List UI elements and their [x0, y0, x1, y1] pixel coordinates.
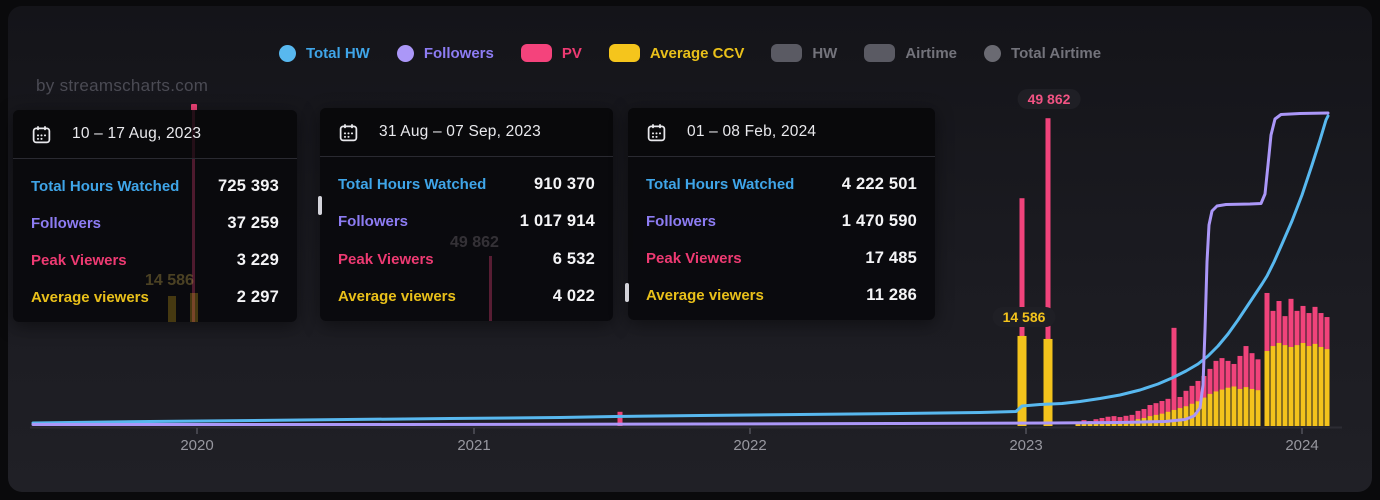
metric-row-peak-viewers: Peak Viewers 17 485 — [646, 242, 917, 276]
x-axis-label: 2022 — [733, 437, 767, 454]
total-hw-swatch-icon — [278, 44, 296, 62]
legend-item-hw[interactable]: HW — [771, 44, 837, 62]
calendar-icon — [339, 123, 358, 141]
highlight-bar-cap — [191, 104, 197, 111]
tooltip-card-aug31-sep07: 49 862 31 Aug – 07 Sep, 2023 Total Hours… — [320, 108, 613, 321]
metric-value: 725 393 — [217, 176, 279, 195]
legend-label: Followers — [423, 44, 494, 62]
metric-row-peak-viewers: Peak Viewers 3 229 — [31, 244, 279, 278]
legend-label: Total HW — [305, 44, 370, 62]
airtime-swatch-icon — [864, 44, 896, 62]
card-date-range: 31 Aug – 07 Sep, 2023 — [379, 123, 541, 140]
metric-label: Average viewers — [31, 289, 149, 307]
metric-value: 11 286 — [866, 286, 917, 305]
card-date-range: 01 – 08 Feb, 2024 — [687, 123, 817, 140]
x-axis-label: 2024 — [1285, 437, 1319, 454]
metric-value: 6 532 — [552, 249, 595, 268]
metric-value: 37 259 — [227, 213, 279, 232]
legend-label: HW — [812, 44, 838, 62]
metric-label: Peak Viewers — [646, 250, 742, 268]
scrollbar-thumb-artifact[interactable] — [625, 283, 629, 302]
peak-viewers-badge: 49 862 — [1017, 89, 1081, 109]
metric-row-total-hours-watched: Total Hours Watched 725 393 — [31, 169, 279, 203]
legend-label: PV — [561, 44, 582, 62]
tooltip-card-aug-10-17: 14 586 10 – 17 Aug, 2023 Total Hours Wat… — [13, 110, 297, 322]
metric-value: 17 485 — [865, 249, 917, 268]
chart-legend: Total HW Followers PV Average CCV HW Air… — [0, 44, 1380, 62]
metric-value: 4 022 — [552, 287, 595, 306]
total-airtime-swatch-icon — [984, 44, 1002, 62]
calendar-icon — [32, 125, 51, 143]
metric-label: Total Hours Watched — [646, 175, 795, 193]
metric-label: Followers — [646, 212, 717, 230]
tooltip-card-feb-01-08: 01 – 08 Feb, 2024 Total Hours Watched 4 … — [628, 108, 935, 320]
card-header: 01 – 08 Feb, 2024 — [628, 108, 935, 157]
watermark: by streamscharts.com — [36, 76, 209, 95]
average-ccv-swatch-icon — [608, 44, 640, 62]
metric-label: Peak Viewers — [338, 250, 434, 268]
average-ccv-badge: 14 586 — [992, 307, 1056, 327]
x-axis-label: 2021 — [457, 437, 491, 454]
metric-label: Average viewers — [646, 287, 764, 305]
card-header: 10 – 17 Aug, 2023 — [13, 110, 297, 159]
metric-row-average-viewers: Average viewers 11 286 — [646, 279, 917, 313]
card-body: Total Hours Watched 910 370 Followers 1 … — [320, 157, 613, 321]
metric-row-peak-viewers: Peak Viewers 6 532 — [338, 242, 595, 276]
metric-value: 2 297 — [236, 288, 279, 307]
legend-label: Total Airtime — [1011, 44, 1102, 62]
metric-value: 3 229 — [236, 251, 279, 270]
metric-row-followers: Followers 1 470 590 — [646, 204, 917, 238]
metric-row-total-hours-watched: Total Hours Watched 910 370 — [338, 167, 595, 201]
calendar-icon — [647, 123, 666, 141]
metric-label: Total Hours Watched — [31, 177, 180, 195]
metric-label: Average viewers — [338, 288, 456, 306]
metric-value: 4 222 501 — [841, 174, 917, 193]
legend-item-total-airtime[interactable]: Total Airtime — [984, 44, 1102, 62]
metric-row-average-viewers: Average viewers 4 022 — [338, 280, 595, 314]
legend-item-total-hw[interactable]: Total HW — [278, 44, 370, 62]
card-header: 31 Aug – 07 Sep, 2023 — [320, 108, 613, 157]
metric-value: 1 470 590 — [841, 211, 917, 230]
legend-item-pv[interactable]: PV — [520, 44, 582, 62]
x-axis: 2020 2021 2022 2023 2024 — [0, 437, 1380, 459]
scrollbar-thumb-artifact[interactable] — [318, 196, 322, 215]
metric-value: 1 017 914 — [519, 212, 595, 231]
legend-label: Average CCV — [649, 44, 745, 62]
card-date-range: 10 – 17 Aug, 2023 — [72, 125, 202, 142]
metric-label: Followers — [31, 214, 102, 232]
legend-item-average-ccv[interactable]: Average CCV — [608, 44, 745, 62]
metric-value: 910 370 — [533, 174, 595, 193]
legend-item-followers[interactable]: Followers — [396, 44, 494, 62]
pv-swatch-icon — [520, 44, 552, 62]
followers-swatch-icon — [396, 44, 414, 62]
card-body: Total Hours Watched 725 393 Followers 37… — [13, 159, 297, 322]
metric-row-followers: Followers 37 259 — [31, 206, 279, 240]
legend-label: Airtime — [905, 44, 958, 62]
metric-row-average-viewers: Average viewers 2 297 — [31, 281, 279, 315]
metric-row-followers: Followers 1 017 914 — [338, 205, 595, 239]
legend-item-airtime[interactable]: Airtime — [864, 44, 957, 62]
metric-label: Followers — [338, 213, 409, 231]
x-axis-label: 2023 — [1009, 437, 1043, 454]
card-body: Total Hours Watched 4 222 501 Followers … — [628, 157, 935, 320]
metric-label: Peak Viewers — [31, 252, 127, 270]
metric-row-total-hours-watched: Total Hours Watched 4 222 501 — [646, 167, 917, 201]
x-axis-label: 2020 — [180, 437, 214, 454]
metric-label: Total Hours Watched — [338, 175, 487, 193]
hw-swatch-icon — [771, 44, 803, 62]
